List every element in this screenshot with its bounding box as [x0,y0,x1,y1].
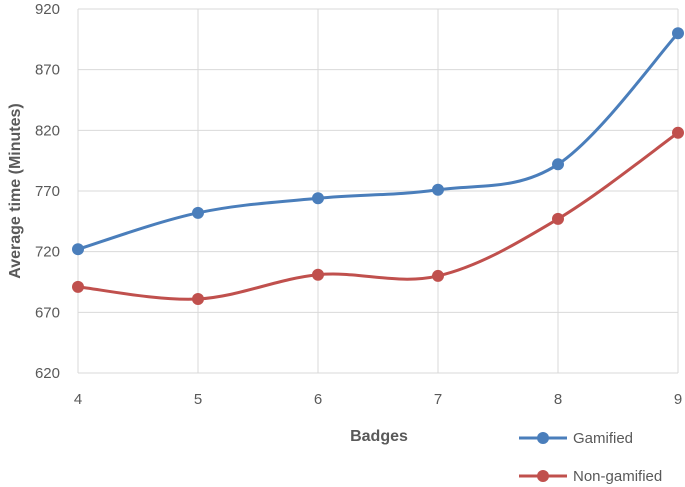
legend-label-gamified: Gamified [573,430,633,447]
gridlines [77,8,679,374]
y-tick-label: 870 [35,62,60,79]
x-axis-ticks: 4 5 6 7 8 9 [74,391,682,408]
y-tick-label: 720 [35,244,60,261]
x-tick-label: 6 [314,391,322,408]
x-tick-label: 4 [74,391,82,408]
legend-label-non-gamified: Non-gamified [573,468,662,485]
legend-marker-gamified [537,432,549,444]
data-point-gamified [312,192,324,205]
y-axis-title: Average time (Minutes) [7,103,24,278]
data-point-gamified [72,243,84,256]
x-tick-label: 7 [434,391,442,408]
y-tick-label: 670 [35,304,60,321]
y-tick-label: 820 [35,122,60,139]
data-point-gamified [552,158,564,171]
y-tick-label: 770 [35,183,60,200]
data-point-non-gamified [672,126,684,139]
data-point-non-gamified [552,212,564,225]
data-point-non-gamified [432,269,444,282]
y-tick-label: 920 [35,1,60,18]
y-axis-ticks: 620 670 720 770 820 870 920 [35,1,60,382]
data-point-gamified [672,27,684,40]
x-axis-title: Badges [350,428,408,445]
data-point-gamified [192,206,204,219]
data-point-non-gamified [192,292,204,305]
series-line-gamified [77,32,680,251]
data-point-non-gamified [72,280,84,293]
legend: Gamified Non-gamified [519,430,662,485]
x-tick-label: 9 [674,391,682,408]
data-point-non-gamified [312,268,324,281]
series-lines [72,27,684,305]
x-tick-label: 8 [554,391,562,408]
data-point-gamified [432,183,444,196]
x-tick-label: 5 [194,391,202,408]
y-tick-label: 620 [35,365,60,382]
series-line-non-gamified [77,131,679,301]
legend-marker-non-gamified [537,470,549,482]
